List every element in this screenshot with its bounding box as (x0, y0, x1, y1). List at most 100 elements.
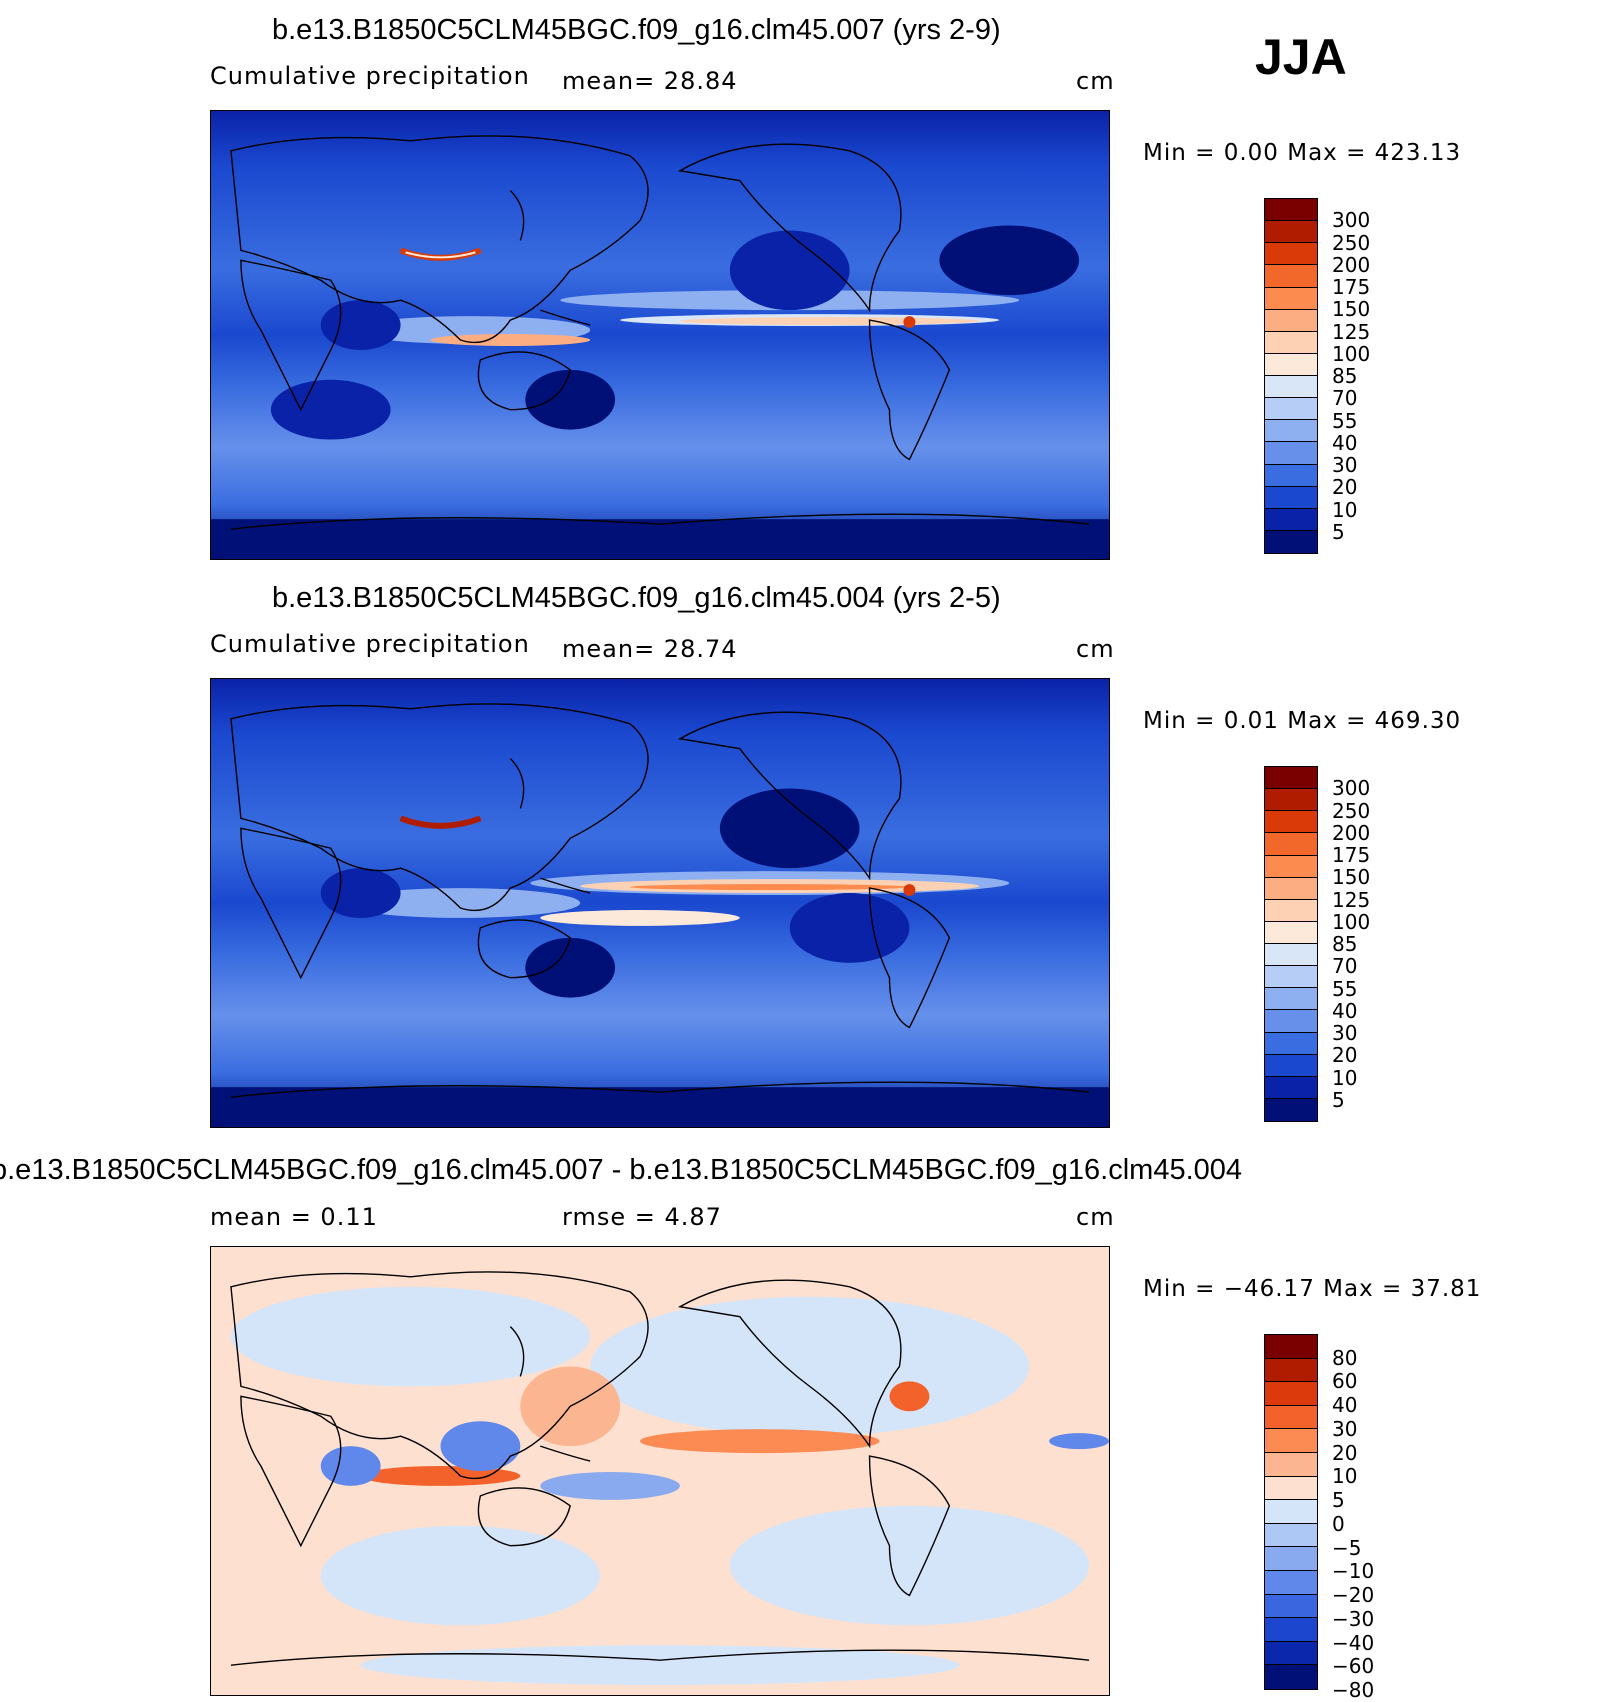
colorbar-tick-label: 200 (1332, 252, 1371, 277)
colorbar-segment (1265, 1405, 1317, 1430)
colorbar-segment (1265, 1054, 1317, 1077)
colorbar-segment (1265, 221, 1317, 244)
panel-3-colorbar (1264, 1334, 1318, 1690)
colorbar-tick-label: 20 (1332, 1440, 1358, 1465)
colorbar-segment (1265, 464, 1317, 487)
panel-3-min-max: Min = −46.17 Max = 37.81 (1143, 1276, 1482, 1302)
colorbar-segment (1265, 877, 1317, 900)
colorbar-segment (1265, 398, 1317, 421)
colorbar-segment (1265, 988, 1317, 1011)
colorbar-segment (1265, 1098, 1317, 1121)
colorbar-tick-label: 175 (1332, 275, 1371, 299)
colorbar-segment (1265, 243, 1317, 266)
panel-3-map-graphic (211, 1247, 1109, 1695)
colorbar-tick-label: 125 (1332, 887, 1371, 912)
panel-1-colorbar (1264, 198, 1318, 554)
colorbar-tick-label: 150 (1332, 865, 1371, 890)
colorbar-segment (1265, 353, 1317, 376)
colorbar-tick-label: 20 (1332, 1043, 1358, 1068)
colorbar-segment (1265, 899, 1317, 922)
panel-1-map-graphic (211, 111, 1109, 559)
colorbar-segment (1265, 420, 1317, 443)
colorbar-segment (1265, 1523, 1317, 1548)
panel-2-map-graphic (211, 679, 1109, 1127)
panel-1-title: b.e13.B1850C5CLM45BGC.f09_g16.clm45.007 … (272, 14, 1001, 46)
colorbar-segment (1265, 265, 1317, 288)
panel-1-variable-label: Cumulative precipitation (210, 62, 530, 90)
colorbar-tick-label: 150 (1332, 297, 1371, 322)
colorbar-tick-label: 200 (1332, 820, 1371, 845)
colorbar-segment (1265, 767, 1317, 790)
colorbar-segment (1265, 1010, 1317, 1033)
panel-3-units-label: cm (1076, 1203, 1115, 1231)
colorbar-tick-label: −5 (1332, 1535, 1362, 1560)
colorbar-tick-label: 30 (1332, 1021, 1358, 1045)
colorbar-tick-label: −40 (1332, 1630, 1375, 1655)
panel-2-variable-label: Cumulative precipitation (210, 630, 530, 658)
colorbar-segment (1265, 376, 1317, 399)
colorbar-tick-label: 85 (1332, 364, 1358, 388)
colorbar-tick-label: −30 (1332, 1606, 1375, 1631)
colorbar-segment (1265, 833, 1317, 856)
panel-1-min-max: Min = 0.00 Max = 423.13 (1143, 140, 1462, 166)
colorbar-segment (1265, 508, 1317, 531)
panel-2-units-label: cm (1076, 635, 1115, 663)
colorbar-segment (1265, 1665, 1317, 1689)
colorbar-tick-label: 5 (1332, 519, 1345, 544)
colorbar-tick-label: 100 (1332, 341, 1371, 366)
colorbar-segment (1265, 199, 1317, 222)
colorbar-tick-label: 5 (1332, 1087, 1345, 1112)
colorbar-segment (1265, 855, 1317, 878)
colorbar-tick-label: −20 (1332, 1583, 1375, 1608)
panel-2-min-max: Min = 0.01 Max = 469.30 (1143, 708, 1462, 734)
colorbar-segment (1265, 530, 1317, 553)
colorbar-segment (1265, 1335, 1317, 1359)
colorbar-segment (1265, 442, 1317, 465)
colorbar-segment (1265, 1382, 1317, 1406)
colorbar-tick-label: 5 (1332, 1488, 1345, 1513)
colorbar-segment (1265, 789, 1317, 812)
colorbar-segment (1265, 486, 1317, 509)
panel-3-rmse-label: rmse = 4.87 (562, 1203, 722, 1231)
colorbar-segment (1265, 1641, 1317, 1666)
colorbar-tick-label: 250 (1332, 230, 1371, 255)
colorbar-tick-label: −10 (1332, 1559, 1375, 1584)
panel-3-mean-label: mean = 0.11 (210, 1203, 378, 1231)
colorbar-segment (1265, 1032, 1317, 1055)
colorbar-tick-label: 40 (1332, 430, 1358, 455)
colorbar-tick-label: 55 (1332, 408, 1358, 433)
colorbar-segment (1265, 1429, 1317, 1453)
panel-2-title: b.e13.B1850C5CLM45BGC.f09_g16.clm45.004 … (272, 582, 1001, 614)
colorbar-tick-label: 40 (1332, 998, 1358, 1023)
colorbar-tick-label: −80 (1332, 1678, 1375, 1702)
colorbar-segment (1265, 1547, 1317, 1571)
colorbar-tick-label: 30 (1332, 1416, 1358, 1441)
season-label: JJA (1255, 29, 1347, 85)
colorbar-tick-label: 30 (1332, 453, 1358, 477)
panel-1-precip-map (210, 110, 1110, 560)
panel-3-difference-map (210, 1246, 1110, 1696)
colorbar-tick-label: 300 (1332, 208, 1371, 233)
colorbar-segment (1265, 1500, 1317, 1524)
colorbar-tick-label: 250 (1332, 798, 1371, 823)
colorbar-tick-label: 10 (1332, 497, 1358, 522)
colorbar-tick-label: 85 (1332, 932, 1358, 956)
colorbar-tick-label: 175 (1332, 843, 1371, 867)
colorbar-tick-label: 300 (1332, 776, 1371, 801)
colorbar-segment (1265, 966, 1317, 989)
colorbar-segment (1265, 1618, 1317, 1642)
colorbar-segment (1265, 309, 1317, 332)
panel-1-mean-label: mean= 28.84 (562, 67, 738, 95)
colorbar-segment (1265, 331, 1317, 354)
panel-1-units-label: cm (1076, 67, 1115, 95)
colorbar-tick-label: 80 (1332, 1345, 1358, 1370)
colorbar-tick-label: 0 (1332, 1511, 1345, 1536)
panel-3-title: b.e13.B1850C5CLM45BGC.f09_g16.clm45.007 … (0, 1154, 1243, 1186)
colorbar-tick-label: −60 (1332, 1654, 1375, 1679)
colorbar-segment (1265, 811, 1317, 834)
colorbar-segment (1265, 1570, 1317, 1595)
colorbar-segment (1265, 944, 1317, 967)
colorbar-tick-label: 125 (1332, 319, 1371, 344)
colorbar-tick-label: 20 (1332, 475, 1358, 500)
colorbar-tick-label: 10 (1332, 1065, 1358, 1090)
